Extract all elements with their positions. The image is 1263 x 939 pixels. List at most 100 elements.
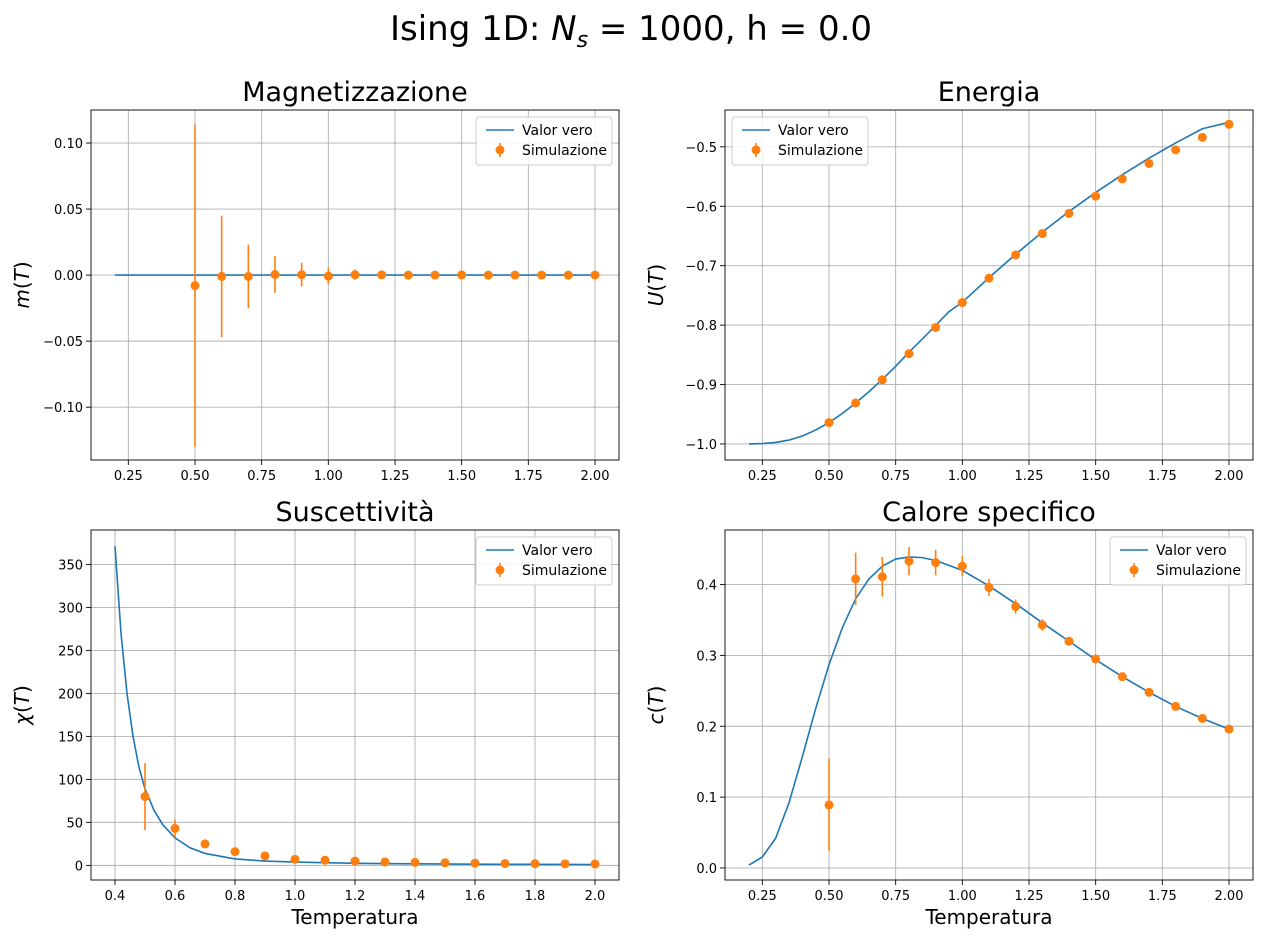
suptitle-symbol: N — [551, 9, 576, 49]
data-point — [470, 858, 480, 868]
y-tick-label: 0.2 — [696, 720, 717, 735]
data-point — [904, 349, 914, 359]
x-tick-label: 0.50 — [815, 469, 844, 484]
y-tick-label: 250 — [58, 644, 83, 659]
y-axis-label-arg: T — [644, 270, 668, 284]
axes-frame — [724, 529, 1254, 881]
x-tick-label: 1.2 — [345, 889, 366, 904]
x-axis-label: Temperatura — [924, 905, 1052, 929]
suptitle-prefix: Ising 1D: — [390, 9, 551, 49]
legend: Valor vero Simulazione — [475, 536, 613, 586]
y-axis-label: m(T) — [10, 261, 34, 308]
data-point — [510, 270, 520, 280]
legend-frame — [475, 536, 613, 586]
y-axis-label: U(T) — [644, 264, 668, 306]
plot-area — [114, 546, 600, 869]
panel-susc: 0.4 0.6 0.8 1.0 1.2 1.4 1.6 1.8 2.0 0 50 100 150 200 2… — [10, 497, 620, 929]
data-point — [824, 800, 834, 810]
data-point — [190, 281, 200, 291]
legend-label-valor-vero: Valor vero — [522, 123, 593, 139]
legend-label-valor-vero: Valor vero — [522, 543, 593, 559]
data-point — [320, 855, 330, 865]
data-point — [957, 561, 967, 571]
legend: Valor vero Simulazione — [1109, 536, 1247, 586]
y-tick-label: 350 — [58, 558, 83, 573]
data-point — [537, 270, 547, 280]
x-tick-label: 1.8 — [525, 889, 546, 904]
data-point — [560, 859, 570, 869]
data-point — [217, 271, 227, 281]
series-line-valor-vero — [748, 556, 1230, 866]
data-point — [931, 558, 941, 568]
data-point — [170, 823, 180, 833]
y-axis-label-symbol: χ — [10, 712, 34, 726]
data-point — [403, 270, 413, 280]
y-tick-label: −0.7 — [685, 260, 717, 275]
panel-title: Magnetizzazione — [242, 77, 468, 108]
data-point — [957, 298, 967, 308]
data-point — [1197, 132, 1207, 142]
data-point — [1117, 174, 1127, 184]
y-tick-label: 0.10 — [54, 137, 83, 152]
data-point — [824, 418, 834, 428]
data-point — [590, 859, 600, 869]
y-tick-label: 300 — [58, 601, 83, 616]
y-tick-label: −0.5 — [685, 141, 717, 156]
x-tick-label: 1.50 — [1081, 889, 1110, 904]
y-tick-label: −0.8 — [685, 319, 717, 334]
data-point — [1037, 229, 1047, 239]
legend-point-swatch — [1129, 565, 1139, 575]
x-tick-label: 0.25 — [748, 889, 777, 904]
y-tick-label: 50 — [66, 816, 83, 831]
legend-label-valor-vero: Valor vero — [778, 123, 849, 139]
x-tick-label: 1.50 — [1081, 469, 1110, 484]
data-point — [1224, 119, 1234, 129]
y-axis-label-open-paren: ( — [10, 281, 34, 289]
data-point — [1011, 602, 1021, 612]
legend-point-swatch — [495, 145, 505, 155]
plot-area — [115, 124, 600, 447]
data-point — [1091, 654, 1101, 664]
x-tick-label: 2.00 — [581, 469, 610, 484]
x-tick-label: 0.4 — [105, 889, 126, 904]
legend-label-simulazione: Simulazione — [1156, 563, 1241, 579]
data-point — [270, 269, 280, 279]
x-tick-label: 1.00 — [314, 469, 343, 484]
x-tick-label: 1.25 — [1015, 469, 1044, 484]
data-point — [350, 856, 360, 866]
x-tick-label: 0.8 — [225, 889, 246, 904]
data-point — [931, 322, 941, 332]
y-tick-label: −0.10 — [43, 401, 83, 416]
x-tick-label: 0.75 — [881, 469, 910, 484]
x-tick-label: 1.00 — [948, 889, 977, 904]
x-tick-label: 1.00 — [948, 469, 977, 484]
x-tick-label: 1.75 — [514, 469, 543, 484]
data-point — [457, 270, 467, 280]
data-point — [140, 792, 150, 802]
legend-label-simulazione: Simulazione — [778, 143, 863, 159]
x-tick-label: 1.25 — [1015, 889, 1044, 904]
series-line-valor-vero — [748, 121, 1230, 445]
data-point — [877, 375, 887, 385]
data-point — [290, 854, 300, 864]
y-tick-label: −0.9 — [685, 379, 717, 394]
figure-suptitle: Ising 1D: Ns = 1000, h = 0.0 — [390, 9, 872, 53]
legend: Valor vero Simulazione — [475, 116, 613, 166]
data-point — [1171, 701, 1181, 711]
y-tick-label: 0.0 — [696, 862, 717, 877]
data-point — [243, 271, 253, 281]
y-tick-label: 0.1 — [696, 791, 717, 806]
legend-point-swatch — [751, 145, 761, 155]
data-point — [500, 858, 510, 868]
y-axis-label-arg: T — [10, 267, 34, 281]
legend-label-simulazione: Simulazione — [522, 143, 607, 159]
x-axis-label: Temperatura — [290, 905, 418, 929]
legend: Valor vero Simulazione — [731, 116, 869, 166]
y-axis-label-close-paren: ) — [644, 264, 668, 272]
suptitle-suffix: = 1000, h = 0.0 — [588, 9, 872, 49]
panel-title: Calore specifico — [882, 497, 1096, 528]
data-point — [297, 270, 307, 280]
data-point — [530, 859, 540, 869]
x-tick-label: 1.75 — [1148, 889, 1177, 904]
